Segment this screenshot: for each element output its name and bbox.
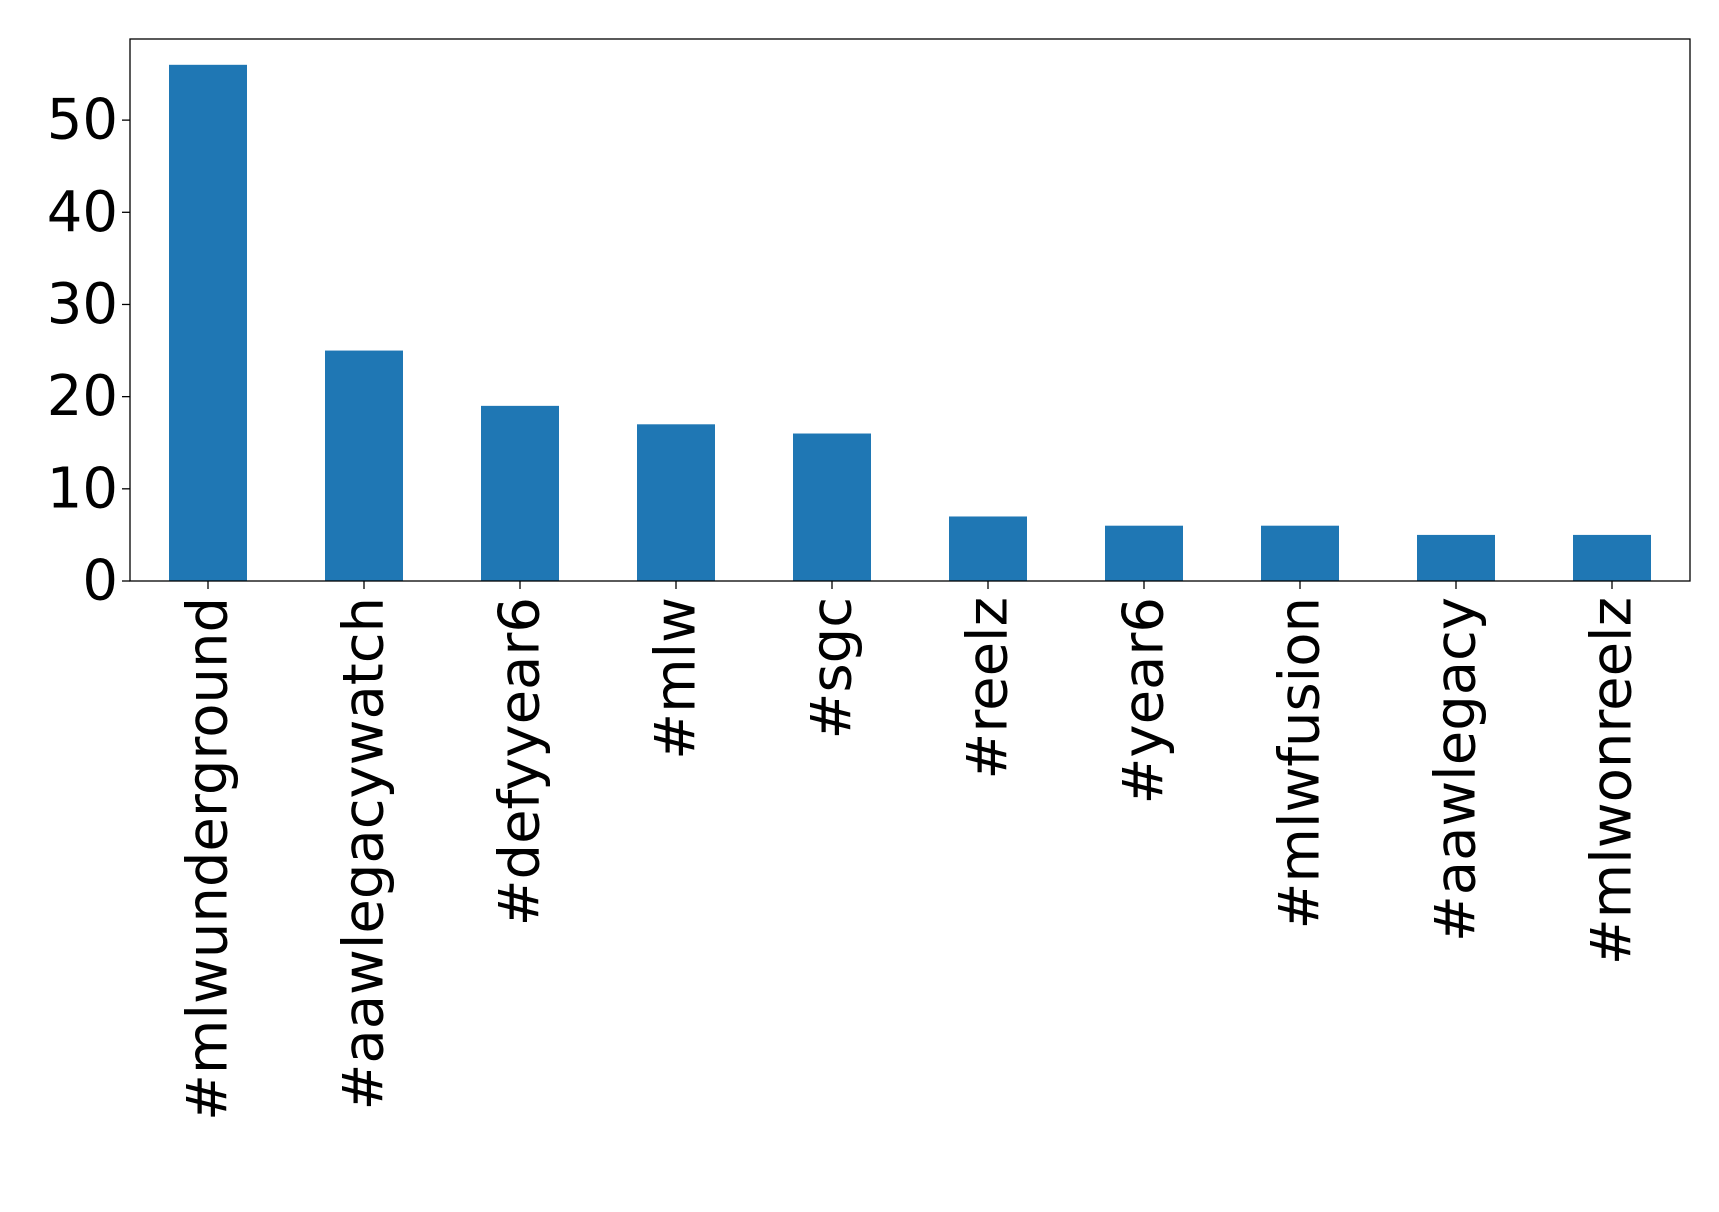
x-tick-label: #sgc — [800, 597, 865, 739]
y-tick-label: 10 — [47, 456, 118, 521]
y-tick-label: 30 — [47, 272, 118, 337]
x-axis: #mlwunderground #aawlegacywatch #defyyear6… — [176, 581, 1645, 1121]
y-axis: 0 10 20 30 40 50 — [47, 88, 130, 614]
bar-2 — [481, 405, 559, 581]
bar-1 — [325, 350, 403, 581]
y-tick-label: 20 — [47, 364, 118, 429]
bar-9 — [1573, 534, 1651, 581]
x-tick-label: #mlwonreelz — [1580, 597, 1645, 965]
x-tick-label: #year6 — [1112, 597, 1177, 804]
x-tick-label: #mlw — [644, 597, 709, 760]
bar-4 — [793, 433, 871, 581]
x-tick-label: #mlwfusion — [1268, 597, 1333, 930]
x-tick-label: #mlwunderground — [176, 597, 241, 1121]
bar-0 — [169, 64, 247, 582]
bar-5 — [949, 516, 1027, 581]
y-tick-label: 40 — [47, 180, 118, 245]
plot-frame — [129, 38, 1691, 582]
y-tick-label: 0 — [82, 549, 118, 614]
y-tick-label: 50 — [47, 88, 118, 153]
bar-8 — [1417, 534, 1495, 581]
bar-3 — [637, 424, 715, 581]
x-tick-label: #defyyear6 — [488, 597, 553, 926]
x-tick-label: #aawlegacywatch — [332, 597, 397, 1111]
bar-6 — [1105, 525, 1183, 581]
x-tick-label: #aawlegacy — [1424, 597, 1489, 942]
x-tick-label: #reelz — [956, 597, 1021, 780]
bar-7 — [1261, 525, 1339, 581]
bars-layer — [169, 64, 1651, 582]
